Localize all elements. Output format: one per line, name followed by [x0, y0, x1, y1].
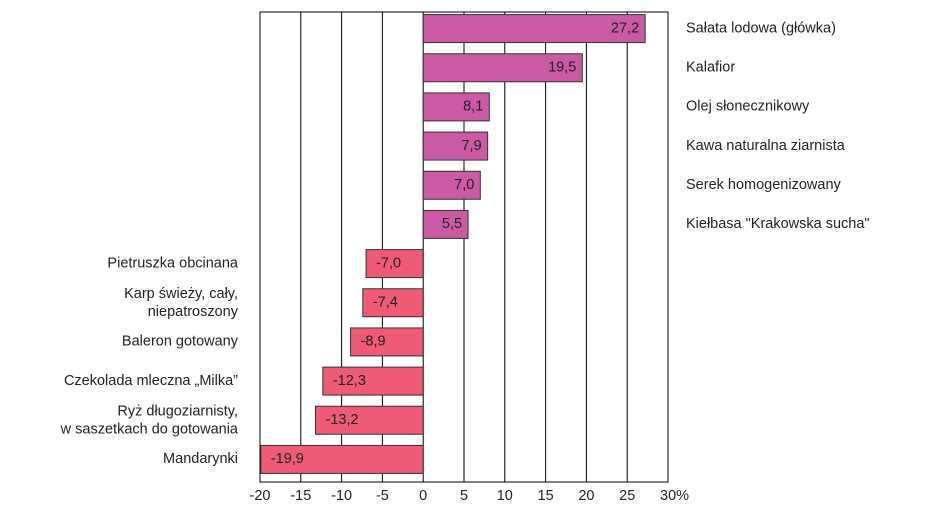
- category-label: Ryż długoziarnisty, w saszetkach do gotow…: [60, 403, 239, 437]
- value-label: 27,2: [611, 20, 639, 36]
- category-label: Karp świeży, cały, niepatroszony: [124, 286, 239, 320]
- value-label: -13,2: [325, 412, 358, 428]
- plot-border: [259, 11, 669, 483]
- value-label: -7,4: [373, 295, 398, 311]
- x-tick-label: 0: [419, 488, 427, 504]
- bar: [260, 444, 424, 474]
- bar: [422, 131, 489, 161]
- value-label: -19,9: [271, 451, 304, 467]
- bar: [422, 14, 646, 44]
- bar: [365, 249, 424, 279]
- value-label: -8,9: [361, 334, 386, 350]
- value-label: 8,1: [463, 99, 483, 115]
- x-tick-label: 25: [619, 488, 635, 504]
- category-label: Kiełbasa "Krakowska sucha": [686, 216, 870, 232]
- category-label: Olej słonecznikowy: [686, 99, 810, 115]
- bar: [422, 53, 583, 83]
- x-tick-label: 5: [460, 488, 468, 504]
- x-tick-label: -20: [250, 488, 271, 504]
- x-tick-label: -10: [331, 488, 352, 504]
- value-label: 7,0: [454, 177, 474, 193]
- bar: [422, 170, 481, 200]
- category-label: Kawa naturalna ziarnista: [686, 138, 846, 154]
- category-label: Sałata lodowa (główka): [686, 20, 836, 36]
- x-tick-label: -15: [290, 488, 311, 504]
- category-label: Kalafior: [686, 60, 735, 76]
- bar: [422, 209, 469, 239]
- x-tick-label: -5: [376, 488, 389, 504]
- category-label: Pietruszka obcinana: [107, 255, 239, 271]
- bar: [322, 366, 424, 396]
- value-label: 7,9: [461, 138, 481, 154]
- value-label: -7,0: [376, 255, 401, 271]
- category-label: Baleron gotowany: [122, 334, 239, 350]
- x-tick-label: 30%: [660, 488, 689, 504]
- bar: [314, 405, 424, 435]
- value-label: 19,5: [548, 60, 576, 76]
- category-label: Serek homogenizowany: [686, 177, 842, 193]
- value-label: -12,3: [333, 373, 366, 389]
- category-label: Czekolada mleczna „Milka”: [64, 373, 238, 389]
- value-label: 5,5: [442, 216, 462, 232]
- bar: [422, 92, 490, 122]
- x-tick-label: 20: [578, 488, 594, 504]
- category-label: Mandarynki: [163, 451, 238, 467]
- bar: [350, 327, 424, 357]
- bar: [362, 288, 424, 318]
- x-tick-label: 15: [538, 488, 554, 504]
- x-tick-label: 10: [497, 488, 513, 504]
